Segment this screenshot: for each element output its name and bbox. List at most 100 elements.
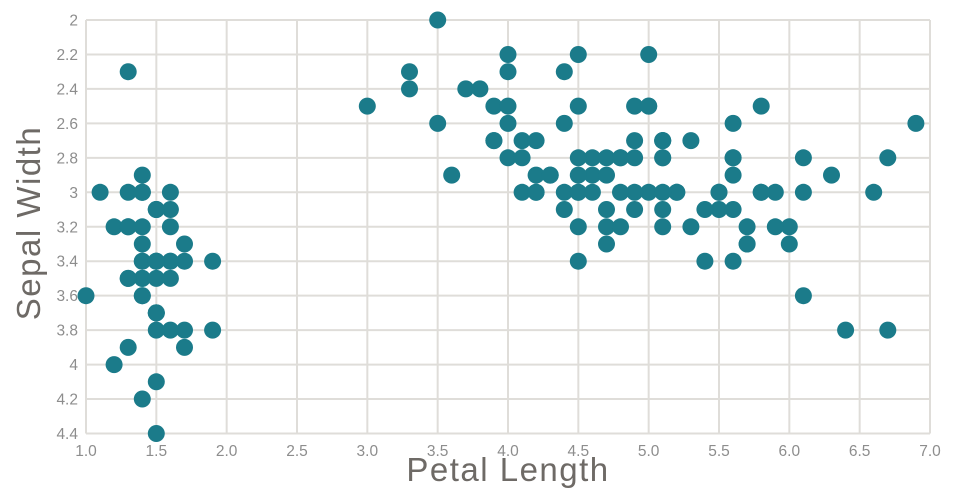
data-point [612, 218, 629, 236]
data-point [119, 183, 137, 201]
y-tick-label: 3.6 [56, 288, 78, 305]
data-point [612, 149, 629, 167]
data-point [176, 252, 193, 270]
data-point [654, 183, 672, 201]
data-point [555, 114, 573, 132]
data-point [176, 235, 193, 253]
data-point [823, 166, 840, 184]
data-point [555, 201, 573, 218]
data-point [724, 201, 742, 218]
data-point [794, 287, 812, 305]
data-point [541, 166, 559, 184]
data-point [401, 63, 418, 81]
data-point [780, 218, 798, 236]
data-point [457, 80, 475, 98]
x-tick-label: 2.0 [216, 443, 238, 460]
data-point [794, 183, 812, 201]
data-point [598, 201, 615, 218]
x-tick-label: 7.0 [919, 443, 941, 460]
data-point [654, 201, 672, 218]
data-point [204, 252, 222, 270]
data-point [626, 132, 644, 150]
data-point [499, 46, 517, 63]
data-point [119, 218, 137, 236]
y-tick-label: 2.2 [56, 47, 78, 64]
data-point [133, 235, 151, 253]
data-point [710, 201, 728, 218]
x-tick-label: 5.0 [638, 443, 660, 460]
data-point [147, 304, 165, 322]
data-point [724, 252, 742, 270]
data-point [569, 252, 587, 270]
data-point [513, 183, 531, 201]
data-point [907, 114, 925, 132]
data-point [569, 166, 587, 184]
data-point [724, 114, 742, 132]
data-point [583, 183, 601, 201]
data-point [583, 166, 601, 184]
data-point [654, 218, 672, 236]
data-point [91, 183, 109, 201]
data-point [176, 321, 193, 339]
data-point [133, 390, 151, 408]
x-axis-title: Petal Length [406, 451, 610, 488]
data-point [161, 321, 179, 339]
data-point [752, 183, 770, 201]
data-point [598, 166, 615, 184]
data-point [682, 132, 700, 150]
data-point [626, 97, 644, 115]
data-point [724, 166, 742, 184]
data-point [105, 356, 123, 374]
data-point [499, 97, 517, 115]
data-point [710, 183, 728, 201]
data-point [499, 114, 517, 132]
x-tick-label: 3.0 [357, 443, 379, 460]
y-tick-label: 3.2 [56, 219, 78, 236]
data-point [626, 149, 644, 167]
data-point [105, 218, 123, 236]
data-point [161, 201, 179, 218]
data-point [738, 218, 756, 236]
data-point [499, 63, 517, 81]
data-point [429, 114, 447, 132]
data-point [879, 149, 897, 167]
data-point [612, 183, 629, 201]
data-point [865, 183, 883, 201]
data-point [147, 201, 165, 218]
y-tick-label: 4.2 [56, 392, 78, 409]
x-tick-label: 5.5 [708, 443, 730, 460]
data-point [569, 97, 587, 115]
data-point [147, 321, 165, 339]
data-point [640, 46, 658, 63]
y-tick-label: 2.6 [56, 116, 78, 133]
data-point [668, 183, 686, 201]
data-point [471, 80, 489, 98]
x-tick-label: 4.5 [568, 443, 590, 460]
data-point [626, 183, 644, 201]
data-point [119, 63, 137, 81]
data-point [569, 218, 587, 236]
data-point [780, 235, 798, 253]
data-point [569, 149, 587, 167]
data-point [527, 183, 545, 201]
data-point [147, 252, 165, 270]
data-point [161, 269, 179, 287]
data-point [147, 425, 165, 442]
data-point [569, 183, 587, 201]
data-point [794, 149, 812, 167]
data-point [598, 149, 615, 167]
x-tick-label: 2.5 [286, 443, 308, 460]
data-point [147, 269, 165, 287]
data-point [837, 321, 855, 339]
data-point [499, 149, 517, 167]
data-point [133, 218, 151, 236]
data-point [161, 252, 179, 270]
data-point [401, 80, 418, 98]
y-axis-title: Sepal Width [10, 125, 47, 321]
data-point [724, 149, 742, 167]
data-point [119, 338, 137, 356]
data-point [443, 166, 461, 184]
data-point [654, 149, 672, 167]
